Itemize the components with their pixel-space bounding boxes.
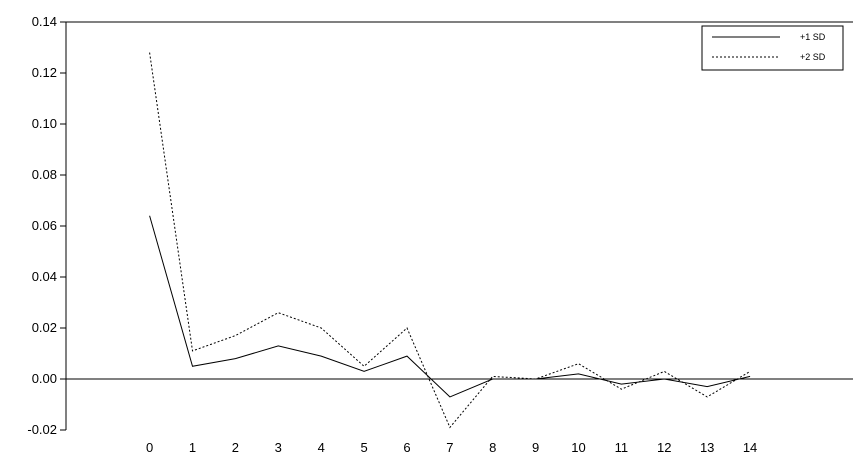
y-tick-label: 0.10 [32,116,57,131]
legend: +1 SD +2 SD [701,25,844,71]
y-tick-label: 0.08 [32,167,57,182]
x-tick-label: 11 [615,440,629,455]
y-tick-label: 0.00 [32,371,57,386]
x-tick-label: 9 [532,440,539,455]
legend-box [701,25,844,71]
x-tick-label: 4 [318,440,325,455]
series-line-2 [149,52,751,429]
y-tick-label: 0.14 [32,14,57,29]
series-group [149,52,751,429]
x-tick-label: 5 [360,440,367,455]
y-tick-label: 0.12 [32,65,57,80]
axes: 0.140.120.100.080.060.040.020.00-0.020 1 2… [27,14,853,455]
series-line-1 [149,215,751,398]
legend-label-series-1: +1 SD [800,32,826,42]
x-tick-label: 13 [700,440,714,455]
x-tick-label: 12 [657,440,671,455]
x-tick-label: 1 [189,440,196,455]
y-tick-label: -0.02 [27,422,57,437]
x-tick-label: 8 [489,440,496,455]
x-tick-label: 2 [232,440,239,455]
x-tick-label: 10 [571,440,585,455]
y-tick-label: 0.02 [32,320,57,335]
y-tick-label: 0.04 [32,269,57,284]
x-tick-label: 0 [146,440,153,455]
x-tick-label: 6 [403,440,410,455]
legend-label-series-2: +2 SD [800,52,826,62]
x-tick-label: 7 [446,440,453,455]
y-tick-label: 0.06 [32,218,57,233]
x-tick-label: 14 [743,440,757,455]
x-tick-label: 3 [275,440,282,455]
